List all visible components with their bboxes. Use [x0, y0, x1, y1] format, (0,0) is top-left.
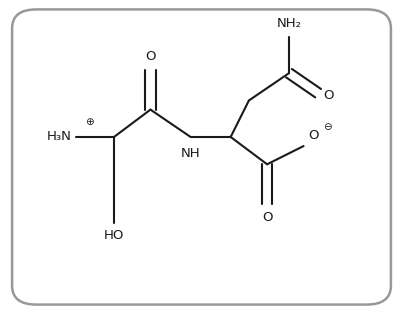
Text: O: O — [145, 50, 156, 63]
Text: ⊖: ⊖ — [323, 122, 332, 132]
Text: HO: HO — [104, 229, 124, 242]
Text: ⊕: ⊕ — [85, 116, 93, 127]
Text: H₃N: H₃N — [47, 130, 72, 143]
Text: O: O — [308, 129, 318, 142]
Text: O: O — [324, 89, 334, 101]
Text: NH₂: NH₂ — [276, 17, 301, 30]
Text: NH: NH — [181, 147, 200, 160]
Text: O: O — [262, 211, 272, 224]
